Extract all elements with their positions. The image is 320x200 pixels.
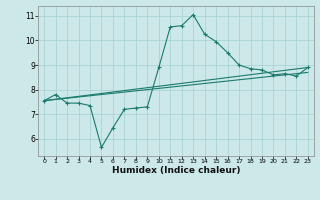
X-axis label: Humidex (Indice chaleur): Humidex (Indice chaleur) [112,166,240,175]
